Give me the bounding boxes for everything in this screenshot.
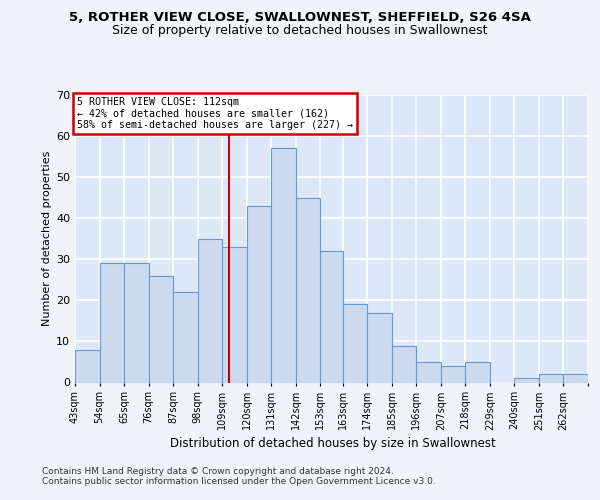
Bar xyxy=(563,374,588,382)
Bar xyxy=(124,264,149,382)
Bar xyxy=(296,198,320,382)
Bar xyxy=(441,366,466,382)
Text: Contains HM Land Registry data © Crown copyright and database right 2024.: Contains HM Land Registry data © Crown c… xyxy=(42,467,394,476)
Bar xyxy=(100,264,124,382)
Bar xyxy=(466,362,490,382)
Text: 5 ROTHER VIEW CLOSE: 112sqm
← 42% of detached houses are smaller (162)
58% of se: 5 ROTHER VIEW CLOSE: 112sqm ← 42% of det… xyxy=(77,97,353,130)
Bar xyxy=(539,374,563,382)
Bar xyxy=(367,312,392,382)
Bar xyxy=(173,292,197,382)
Bar xyxy=(222,247,247,382)
Bar xyxy=(75,350,100,382)
Y-axis label: Number of detached properties: Number of detached properties xyxy=(42,151,52,326)
Text: Contains public sector information licensed under the Open Government Licence v3: Contains public sector information licen… xyxy=(42,477,436,486)
Bar xyxy=(416,362,441,382)
Text: Distribution of detached houses by size in Swallownest: Distribution of detached houses by size … xyxy=(170,438,496,450)
Bar xyxy=(247,206,271,382)
Text: 5, ROTHER VIEW CLOSE, SWALLOWNEST, SHEFFIELD, S26 4SA: 5, ROTHER VIEW CLOSE, SWALLOWNEST, SHEFF… xyxy=(69,11,531,24)
Bar xyxy=(392,346,416,383)
Bar xyxy=(514,378,539,382)
Text: Size of property relative to detached houses in Swallownest: Size of property relative to detached ho… xyxy=(112,24,488,37)
Bar xyxy=(197,239,222,382)
Bar xyxy=(271,148,296,382)
Bar xyxy=(149,276,173,382)
Bar xyxy=(343,304,367,382)
Bar xyxy=(320,251,343,382)
